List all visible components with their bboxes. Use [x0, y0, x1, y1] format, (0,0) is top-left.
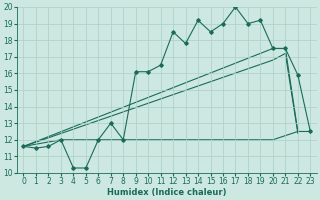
X-axis label: Humidex (Indice chaleur): Humidex (Indice chaleur)	[107, 188, 227, 197]
